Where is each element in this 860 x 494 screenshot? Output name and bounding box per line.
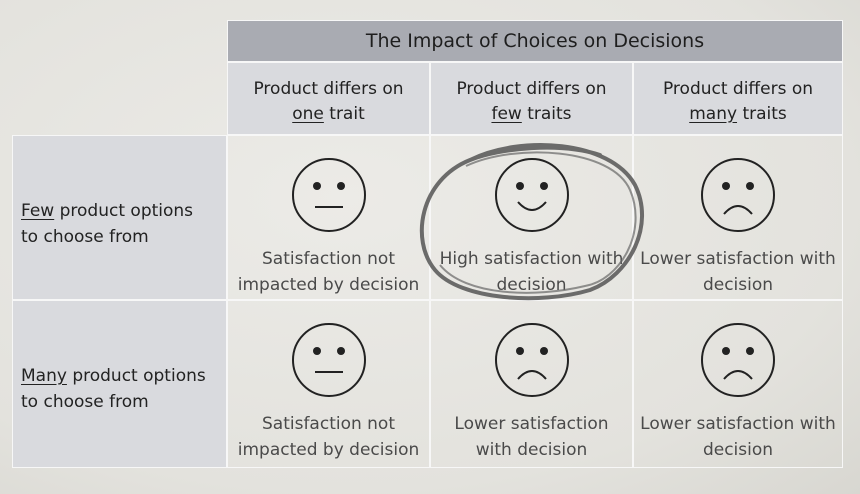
table-title: The Impact of Choices on Decisions: [227, 20, 843, 62]
cell-text: Lower satisfaction with decision: [640, 249, 836, 295]
cell: Satisfaction not impacted by decision: [227, 135, 430, 300]
cell-text: Satisfaction not impacted by decision: [237, 249, 420, 295]
row-header: Many product options to choose from: [12, 300, 227, 468]
sad-face: [701, 158, 775, 232]
header-text: traits: [742, 104, 787, 124]
cell: Lower satisfaction with decision: [430, 300, 633, 468]
cell-text: Lower satisfaction with decision: [640, 414, 836, 460]
cell-text: High satisfaction with decision: [439, 249, 624, 295]
header-text: Product differs on: [456, 79, 607, 99]
header-text: Product differs on: [662, 79, 814, 99]
row-text: product options to choose from: [21, 201, 194, 247]
neutral-face: [291, 323, 366, 397]
column-header: Product differs on few traits: [430, 62, 633, 135]
column-header: Product differs on one trait: [227, 62, 430, 135]
header-text: trait: [329, 104, 365, 124]
sad-face: [701, 323, 775, 397]
row-text: product options to choose from: [21, 366, 206, 412]
cell: High satisfaction with decision: [430, 135, 633, 300]
cell: Satisfaction not impacted by decision: [227, 300, 430, 468]
cell: Lower satisfaction with decision: [633, 135, 843, 300]
header-text: traits: [527, 104, 572, 124]
header-underlined: few: [491, 104, 522, 124]
sad-face: [494, 323, 569, 397]
neutral-face: [291, 158, 366, 232]
header-underlined: many: [689, 104, 738, 124]
row-header: Few product options to choose from: [12, 135, 227, 300]
happy-face: [494, 158, 569, 232]
cell-text: Lower satisfaction with decision: [454, 414, 609, 460]
row-underlined: Few: [21, 201, 55, 221]
row-underlined: Many: [21, 366, 67, 386]
header-underlined: one: [292, 104, 324, 124]
header-text: Product differs on: [253, 79, 404, 99]
column-header: Product differs on many traits: [633, 62, 843, 135]
cell-text: Satisfaction not impacted by decision: [237, 414, 420, 460]
cell: Lower satisfaction with decision: [633, 300, 843, 468]
